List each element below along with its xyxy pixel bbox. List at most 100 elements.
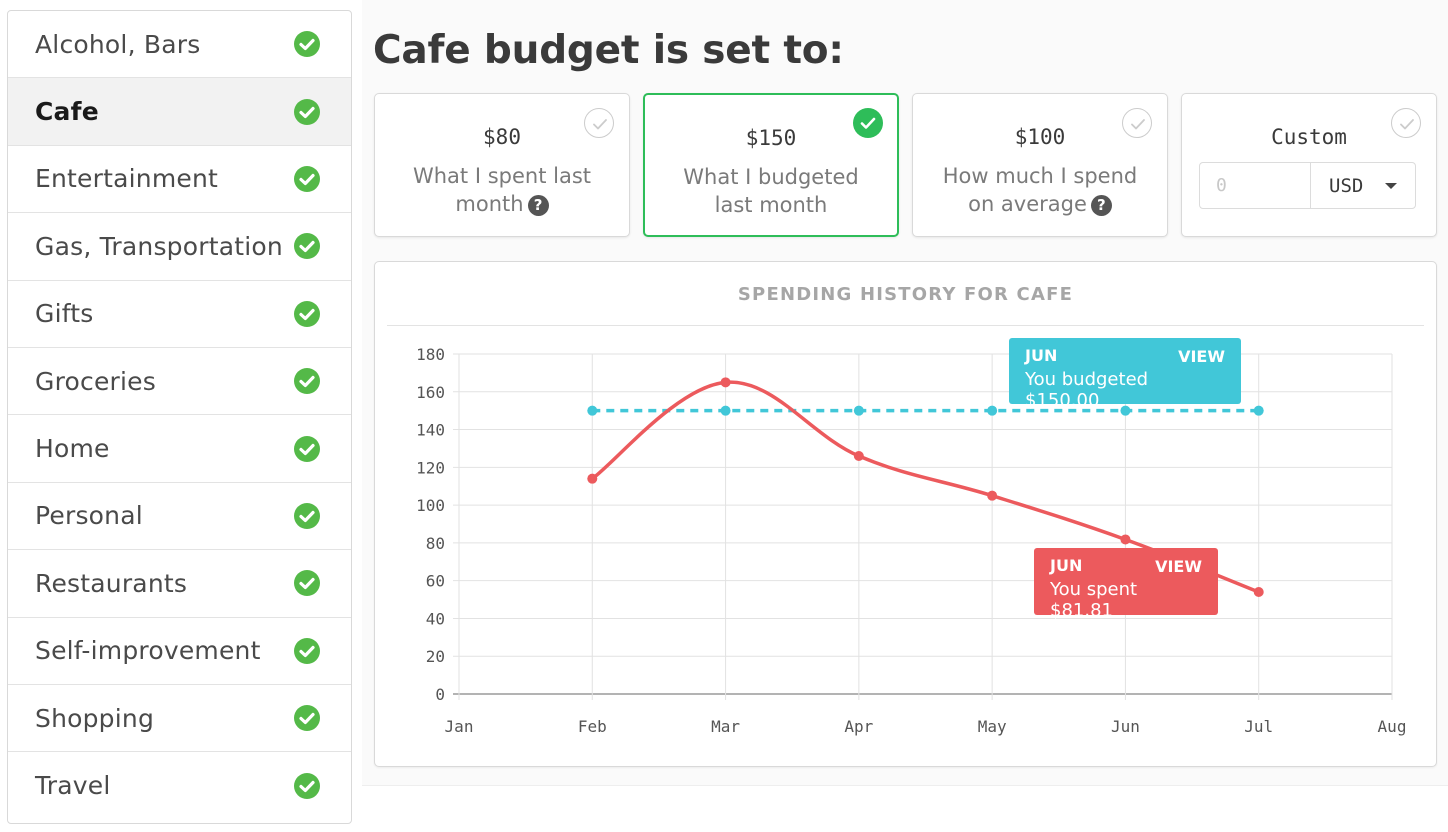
y-tick-label: 80: [426, 534, 445, 553]
y-tick-label: 120: [416, 458, 445, 477]
sidebar-item-cafe[interactable]: Cafe: [8, 78, 351, 146]
option-description: What I spent last month?: [395, 162, 609, 218]
question-circle-icon[interactable]: ?: [1090, 195, 1112, 216]
sidebar-item-shopping[interactable]: Shopping: [8, 685, 351, 753]
x-tick-label: Apr: [844, 717, 873, 736]
sidebar-item-label: Personal: [35, 501, 143, 531]
x-tick-label: Jun: [1111, 717, 1140, 736]
check-circle-icon: [294, 570, 320, 597]
option-description: How much I spend on average?: [933, 162, 1147, 218]
chevron-down-icon: [1385, 182, 1398, 189]
tooltip-view-link[interactable]: VIEW: [1155, 557, 1202, 576]
option-amount: Custom: [1271, 125, 1347, 149]
tooltip-text: You spent $81.81: [1050, 579, 1138, 621]
sidebar-item-gifts[interactable]: Gifts: [8, 281, 351, 348]
y-tick-label: 20: [426, 647, 445, 666]
budget-data-point: [587, 405, 598, 416]
category-sidebar: Alcohol, Bars Cafe Entertainment Gas, Tr…: [7, 10, 352, 824]
sidebar-item-self-improvement[interactable]: Self-improvement: [8, 618, 351, 685]
budget-data-point: [853, 405, 864, 416]
option-description-text: What I spent last month: [412, 164, 591, 216]
sidebar-item-groceries[interactable]: Groceries: [8, 348, 351, 416]
radio-check-icon[interactable]: [584, 108, 614, 138]
sidebar-item-label: Entertainment: [35, 164, 218, 194]
sidebar-item-label: Shopping: [35, 703, 155, 733]
spent-data-point: [720, 377, 731, 388]
tooltip-view-link[interactable]: VIEW: [1178, 347, 1225, 366]
budget-data-point: [1120, 405, 1131, 416]
spent-data-point: [987, 490, 998, 501]
sidebar-item-label: Self-improvement: [35, 636, 261, 666]
custom-amount-input[interactable]: [1200, 163, 1311, 208]
sidebar-item-entertainment[interactable]: Entertainment: [8, 146, 351, 214]
page-title: Cafe budget is set to:: [373, 28, 844, 73]
check-circle-icon: [294, 772, 320, 799]
sidebar-item-label: Home: [35, 434, 110, 464]
sidebar-item-label: Gifts: [35, 299, 94, 329]
spending-history-panel: SPENDING HISTORY FOR CAFE 0 20 40 60 80 100 12…: [374, 261, 1437, 767]
question-circle-icon[interactable]: ?: [527, 195, 549, 216]
budget-data-point: [987, 405, 998, 416]
sidebar-item-restaurants[interactable]: Restaurants: [8, 550, 351, 618]
divider: [387, 325, 1424, 326]
budget-main-panel: Cafe budget is set to: $80 What I spent …: [362, 0, 1448, 786]
y-tick-label: 180: [416, 345, 445, 364]
x-tick-label: May: [978, 717, 1007, 736]
sidebar-item-gas-transportation[interactable]: Gas, Transportation: [8, 213, 351, 281]
spent-tooltip: JUN VIEW You spent $81.81: [1034, 548, 1218, 621]
x-tick-label: Aug: [1378, 717, 1407, 736]
budget-tooltip: JUN VIEW You budgeted $150.00: [1009, 338, 1241, 411]
y-tick-label: 160: [416, 383, 445, 402]
spent-data-point: [1253, 587, 1264, 597]
option-average-spend[interactable]: $100 How much I spend on average?: [912, 93, 1168, 237]
check-circle-icon: [294, 233, 320, 260]
sidebar-item-alcohol-bars[interactable]: Alcohol, Bars: [8, 11, 351, 79]
option-spent-last-month[interactable]: $80 What I spent last month?: [374, 93, 630, 237]
y-tick-label: 100: [416, 496, 445, 515]
sidebar-item-label: Groceries: [35, 366, 156, 396]
chart-title: SPENDING HISTORY FOR CAFE: [737, 284, 1074, 305]
spent-data-point: [1120, 534, 1131, 545]
sidebar-item-travel[interactable]: Travel: [8, 752, 351, 819]
option-budgeted-last-month[interactable]: $150 What I budgeted last month: [643, 93, 899, 237]
radio-check-icon[interactable]: [1391, 108, 1421, 138]
tooltip-text: You budgeted $150.00: [1025, 369, 1149, 411]
radio-check-icon[interactable]: [853, 108, 883, 138]
option-amount: $150: [745, 126, 797, 150]
option-amount: $100: [1014, 125, 1066, 149]
sidebar-item-label: Gas, Transportation: [35, 231, 283, 261]
check-circle-icon: [294, 637, 320, 664]
check-circle-icon: [294, 98, 320, 125]
y-tick-label: 140: [416, 421, 445, 440]
option-custom[interactable]: Custom USD: [1181, 93, 1437, 237]
y-tick-label: 60: [426, 572, 445, 591]
sidebar-item-home[interactable]: Home: [8, 415, 351, 483]
check-circle-icon: [294, 502, 320, 529]
custom-amount-group: USD: [1199, 162, 1416, 209]
option-description: What I budgeted last month: [683, 165, 859, 217]
budget-data-point: [1253, 405, 1264, 416]
spent-data-point: [853, 451, 864, 461]
currency-select[interactable]: USD: [1311, 163, 1415, 208]
check-circle-icon: [294, 705, 320, 732]
sidebar-item-personal[interactable]: Personal: [8, 483, 351, 551]
spending-history-chart: 0 20 40 60 80 100 120 140 160 180 Jan Feb Mar Apr May J…: [416, 345, 1407, 736]
spent-series-line: [590, 380, 1261, 594]
check-circle-icon: [294, 435, 320, 462]
y-tick-label: 0: [435, 685, 445, 704]
radio-check-icon[interactable]: [1122, 108, 1152, 138]
tooltip-month: JUN: [1025, 346, 1058, 365]
check-circle-icon: [294, 31, 320, 58]
budget-data-point: [720, 405, 731, 416]
option-description-text: How much I spend on average: [942, 164, 1138, 216]
currency-value: USD: [1329, 174, 1364, 197]
sidebar-item-label: Travel: [35, 771, 111, 801]
spent-data-point: [587, 473, 598, 484]
check-circle-icon: [294, 300, 320, 327]
sidebar-item-label: Cafe: [35, 97, 99, 127]
x-tick-label: Jul: [1244, 717, 1273, 736]
x-tick-label: Mar: [711, 717, 740, 736]
sidebar-item-label: Restaurants: [35, 568, 188, 598]
tooltip-month: JUN: [1050, 556, 1083, 575]
y-tick-label: 40: [426, 609, 445, 628]
